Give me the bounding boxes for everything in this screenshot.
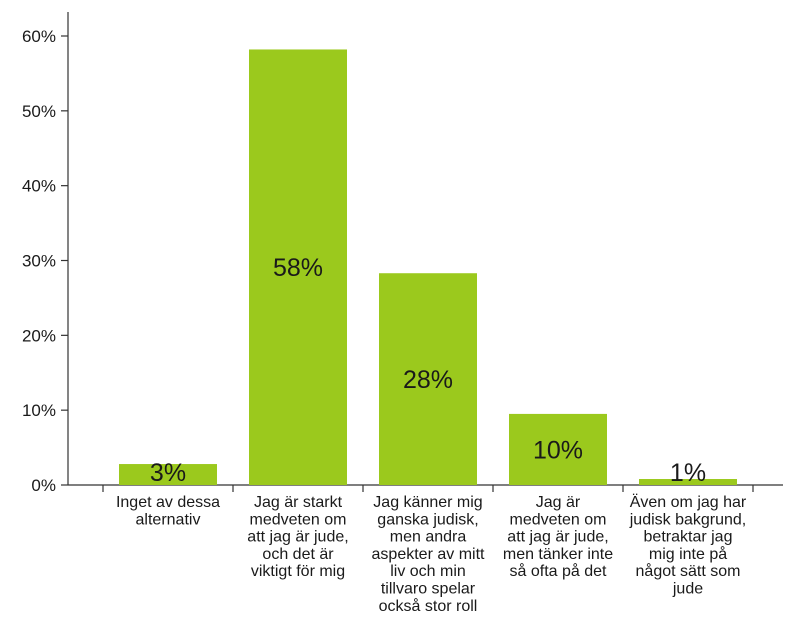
y-tick-label: 60%	[22, 27, 56, 46]
y-tick-label: 20%	[22, 326, 56, 345]
data-labels: 3% 58% 28% 10% 1%	[150, 254, 706, 487]
data-label: 3%	[150, 459, 186, 487]
category-label: Jag känner mig ganska judisk, men andra asp…	[372, 494, 485, 615]
bar	[119, 464, 217, 485]
y-tick-label: 0%	[31, 476, 56, 495]
bars	[119, 49, 737, 485]
bar	[639, 479, 737, 485]
bar	[249, 49, 347, 485]
y-tick-label: 30%	[22, 252, 56, 271]
category-label: Även om jag har judisk bakgrund, betraktar…	[629, 493, 747, 598]
category-label: Jag är medveten om att jag är jude, men tän…	[503, 494, 613, 580]
data-label: 10%	[533, 436, 583, 464]
category-label: Jag är starkt medveten om att jag är jude,…	[247, 494, 348, 580]
bar	[379, 273, 477, 485]
bar	[509, 413, 607, 485]
y-tick-label: 50%	[22, 102, 56, 121]
category-label: Inget av dessa alternativ	[116, 494, 220, 528]
data-label: 1%	[670, 459, 706, 487]
category-labels: Inget av dessa alternativ Jag är starkt med…	[116, 493, 747, 615]
data-label: 58%	[273, 254, 323, 282]
y-tick-label: 40%	[22, 177, 56, 196]
data-label: 28%	[403, 366, 453, 394]
y-tick-label: 10%	[22, 401, 56, 420]
y-axis: 0% 10% 20% 30% 40% 50% 60%	[22, 12, 69, 495]
